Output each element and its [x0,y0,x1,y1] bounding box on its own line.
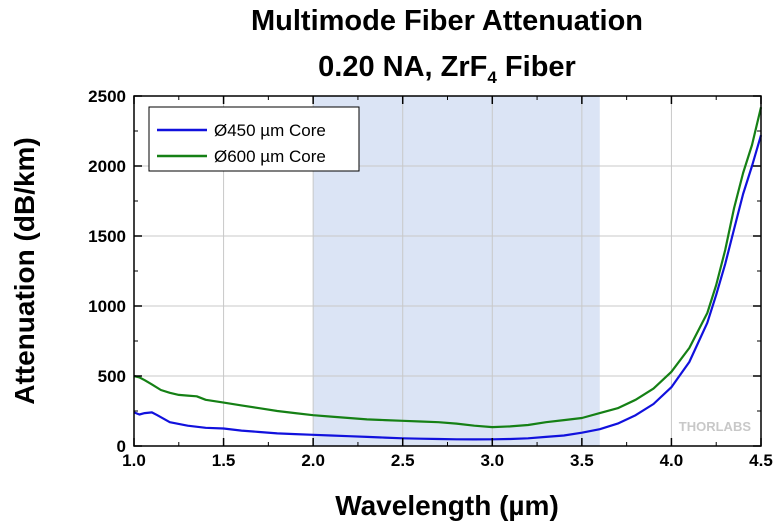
x-tick-label: 3.0 [480,451,504,470]
x-tick-label: 1.5 [212,451,236,470]
y-tick-label: 1500 [88,227,126,246]
thorlabs-watermark: THORLABS [679,419,752,434]
plot-frame [133,95,762,447]
x-tick-label: 2.0 [301,451,325,470]
chart-subtitle-prefix: 0.20 NA, ZrF [318,51,487,83]
chart-subtitle-subscript: 4 [487,68,497,87]
highlight-band [313,96,600,446]
y-tick-label: 2000 [88,157,126,176]
legend-box [148,106,360,172]
x-tick-label: 4.0 [660,451,684,470]
x-axis-label: Wavelength (µm) [335,490,559,521]
y-tick-label: 500 [98,367,126,386]
x-tick-label: 2.5 [391,451,415,470]
y-tick-label: 1000 [88,297,126,316]
legend-label-450: Ø450 µm Core [214,121,326,140]
series-layer [133,106,763,441]
series-line-0 [133,134,763,441]
x-tick-label: 4.5 [749,451,773,470]
chart-subtitle: 0.20 NA, ZrF4 Fiber [318,51,576,87]
x-tick-label: 1.0 [122,451,146,470]
legend: Ø450 µm Core Ø600 µm Core [148,106,360,172]
series-line-1 [133,106,763,429]
y-tick-label: 2500 [88,87,126,106]
y-axis-label: Attenuation (dB/km) [9,137,40,405]
chart-subtitle-suffix: Fiber [497,51,576,83]
y-tick-label: 0 [117,437,126,456]
x-tick-label: 3.5 [570,451,594,470]
chart-title: Multimode Fiber Attenuation [251,5,643,37]
legend-label-600: Ø600 µm Core [214,147,326,166]
